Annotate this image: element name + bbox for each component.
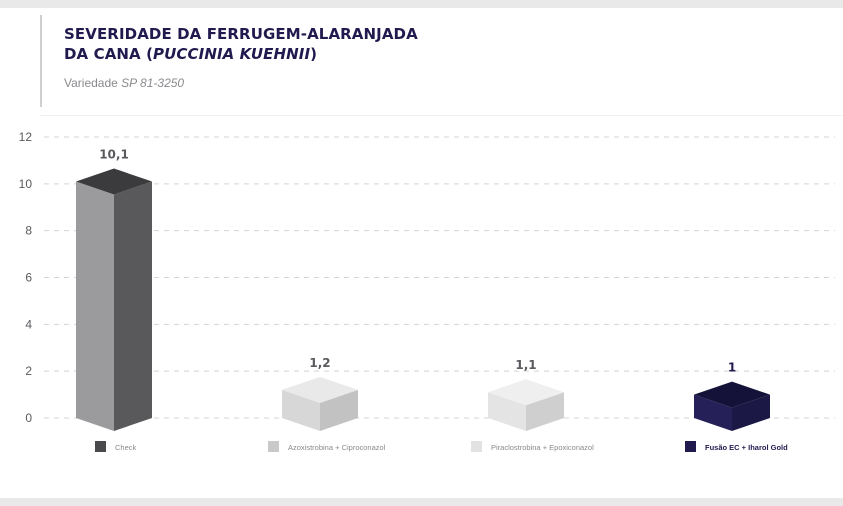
bar-side-face bbox=[732, 394, 770, 431]
chart-title: SEVERIDADE DA FERRUGEM-ALARANJADA DA CAN… bbox=[64, 24, 418, 64]
chart-title-line2-prefix: DA CANA ( bbox=[64, 45, 154, 63]
legend-swatch bbox=[685, 441, 696, 452]
bar-top-face bbox=[694, 381, 770, 408]
bar-front-face bbox=[488, 392, 526, 431]
y-tick-label: 4 bbox=[25, 317, 32, 331]
data-label: 1,1 bbox=[515, 358, 536, 372]
header-accent-rule bbox=[40, 15, 42, 107]
bottom-border bbox=[0, 498, 843, 506]
top-border bbox=[0, 0, 843, 8]
bar-side-face bbox=[114, 181, 152, 431]
y-tick-label: 10 bbox=[19, 177, 33, 191]
bar-top-face bbox=[282, 376, 358, 403]
bar-front-face bbox=[694, 394, 732, 431]
y-tick-label: 6 bbox=[25, 271, 32, 285]
subtitle-variety: SP 81-3250 bbox=[121, 76, 185, 90]
bar-front-face bbox=[282, 389, 320, 431]
data-label: 10,1 bbox=[99, 147, 129, 161]
legend-label: Check bbox=[115, 443, 137, 452]
legend-label: Fusão EC + Iharol Gold bbox=[705, 443, 788, 452]
legend-label: Azoxistrobina + Ciproconazol bbox=[288, 443, 386, 452]
header-divider bbox=[40, 115, 843, 116]
chart-title-line2: DA CANA (PUCCINIA KUEHNII) bbox=[64, 44, 418, 64]
y-tick-label: 0 bbox=[25, 411, 32, 425]
chart-subtitle: Variedade SP 81-3250 bbox=[64, 76, 184, 90]
y-tick-label: 2 bbox=[25, 364, 32, 378]
data-label: 1,2 bbox=[309, 356, 330, 370]
legend-swatch bbox=[268, 441, 279, 452]
chart-title-line1: SEVERIDADE DA FERRUGEM-ALARANJADA bbox=[64, 25, 418, 43]
legend-swatch bbox=[95, 441, 106, 452]
y-tick-label: 12 bbox=[19, 130, 33, 144]
bar-top-face bbox=[488, 379, 564, 406]
legend-swatch bbox=[471, 441, 482, 452]
bar-side-face bbox=[526, 392, 564, 431]
subtitle-prefix: Variedade bbox=[64, 76, 122, 90]
y-tick-label: 8 bbox=[25, 224, 32, 238]
chart-title-line2-suffix: ) bbox=[310, 45, 318, 63]
data-label: 1 bbox=[728, 361, 736, 375]
chart-title-species: PUCCINIA KUEHNII bbox=[153, 45, 311, 63]
bar-top-face bbox=[76, 168, 152, 195]
legend-label: Piraclostrobina + Epoxiconazol bbox=[491, 443, 594, 452]
bar-front-face bbox=[76, 181, 114, 431]
bar-side-face bbox=[320, 389, 358, 431]
